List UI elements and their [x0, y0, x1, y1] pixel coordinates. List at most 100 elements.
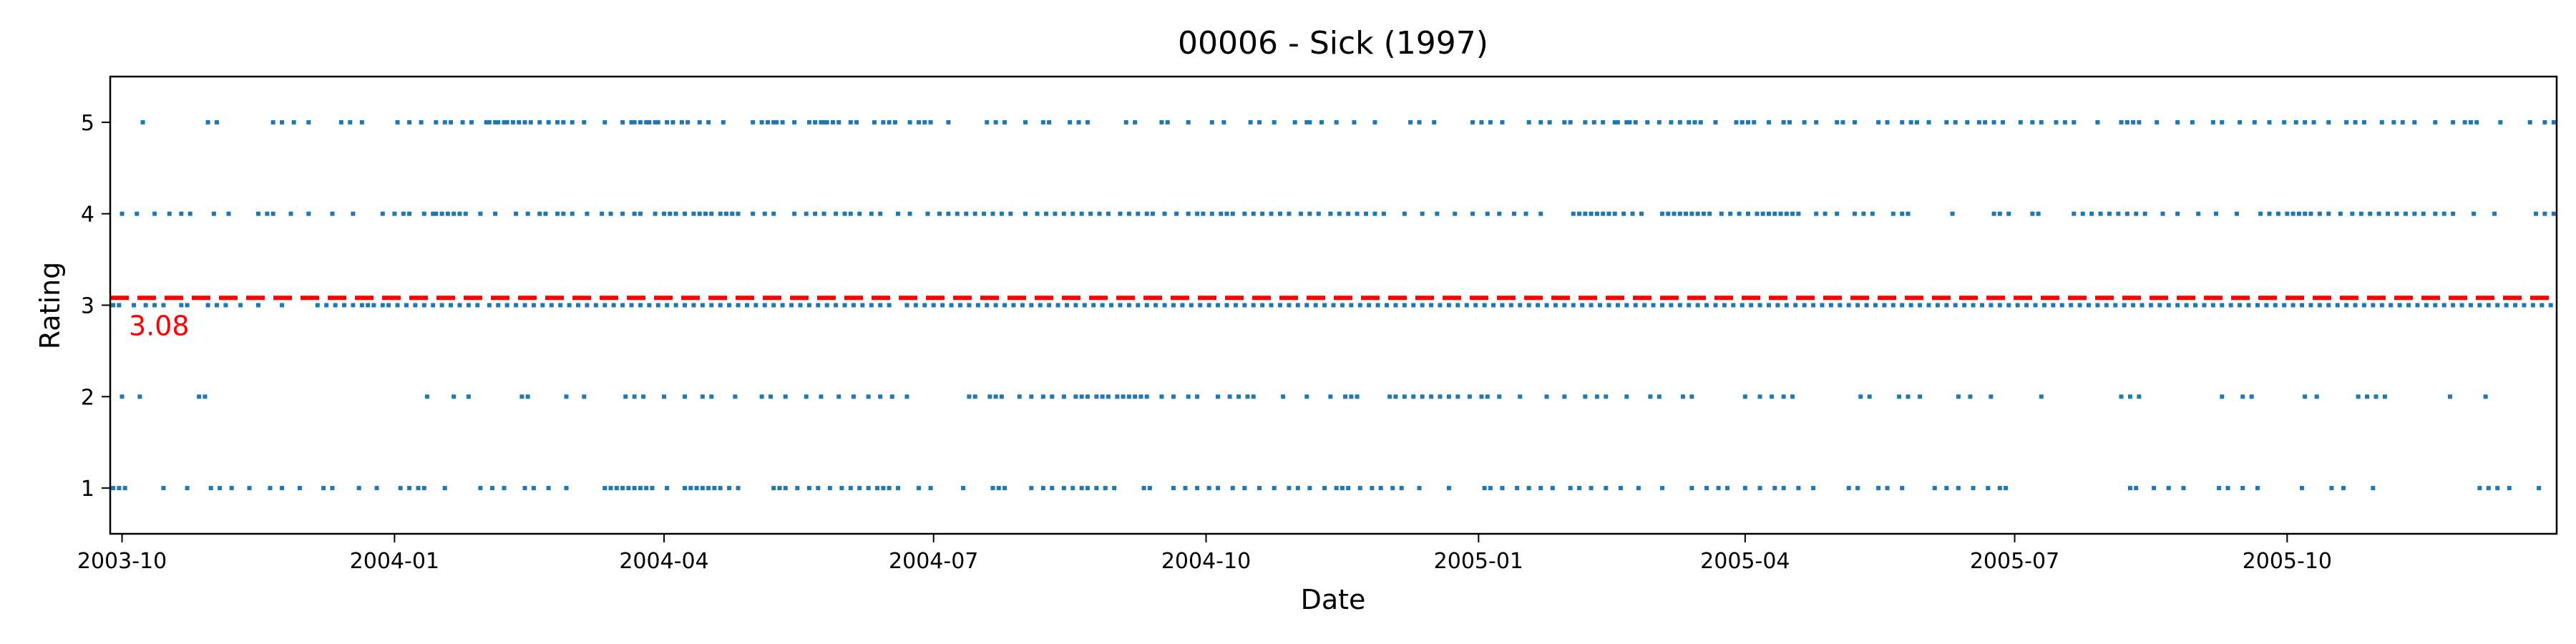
rating-point	[1853, 119, 1858, 125]
rating-point	[1144, 394, 1149, 399]
rating-point	[1040, 486, 1045, 491]
x-tick-label: 2005-04	[1700, 549, 1790, 574]
rating-point	[878, 303, 883, 308]
rating-point	[1784, 211, 1789, 216]
rating-point	[813, 211, 818, 216]
rating-point	[1470, 119, 1475, 125]
rating-point	[2124, 211, 2129, 216]
rating-point	[2166, 486, 2171, 491]
rating-point	[1402, 303, 1407, 308]
rating-point	[2400, 119, 2405, 125]
rating-point	[836, 119, 841, 125]
rating-point	[662, 211, 667, 216]
rating-point	[1085, 486, 1090, 491]
rating-point	[330, 486, 335, 491]
rating-point	[1144, 303, 1149, 308]
rating-point	[1224, 211, 1229, 216]
rating-point	[848, 211, 853, 216]
rating-point	[999, 211, 1004, 216]
rating-point	[2018, 119, 2023, 125]
rating-point	[602, 303, 608, 308]
rating-point	[946, 119, 951, 125]
rating-point	[330, 211, 335, 216]
rating-point	[896, 211, 901, 216]
rating-point	[1209, 119, 1214, 125]
rating-point	[1378, 486, 1383, 491]
rating-point	[2451, 119, 2456, 125]
rating-point	[2415, 303, 2420, 308]
rating-point	[1615, 303, 1620, 308]
rating-point	[2077, 303, 2082, 308]
rating-point	[2379, 303, 2384, 308]
rating-point	[1820, 303, 1825, 308]
rating-point	[1926, 303, 1931, 308]
rating-point	[1438, 303, 1443, 308]
rating-point	[736, 211, 741, 216]
x-tick-label: 2005-10	[2243, 549, 2332, 574]
rating-point	[359, 303, 364, 308]
rating-point	[1115, 394, 1120, 399]
rating-point	[709, 303, 714, 308]
rating-point	[688, 486, 693, 491]
rating-point	[356, 486, 361, 491]
rating-point	[1991, 119, 1996, 125]
rating-point	[1944, 486, 1949, 491]
rating-point	[398, 486, 403, 491]
rating-point	[2134, 486, 2139, 491]
rating-point	[762, 303, 767, 308]
rating-point	[570, 119, 575, 125]
rating-point	[1151, 211, 1156, 216]
rating-point	[2537, 486, 2542, 491]
rating-point	[1357, 486, 1362, 491]
rating-point	[2459, 303, 2464, 308]
rating-point	[1737, 211, 1742, 216]
rating-point	[2255, 303, 2260, 308]
rating-point	[1526, 486, 1531, 491]
rating-point	[1094, 486, 1099, 491]
rating-point	[1334, 486, 1339, 491]
rating-point	[1745, 211, 1750, 216]
rating-point	[1008, 211, 1013, 216]
rating-point	[1651, 303, 1656, 308]
rating-point	[1242, 211, 1247, 216]
rating-point	[449, 303, 454, 308]
rating-point	[1070, 486, 1075, 491]
rating-point	[854, 119, 859, 125]
rating-point	[789, 303, 794, 308]
rating-point	[1615, 119, 1620, 125]
rating-point	[1784, 303, 1789, 308]
rating-point	[460, 119, 465, 125]
rating-point	[2433, 303, 2438, 308]
rating-point	[967, 303, 972, 308]
rating-point	[2492, 211, 2497, 216]
rating-point	[1195, 211, 1200, 216]
rating-point	[2303, 394, 2308, 399]
rating-point	[2335, 303, 2340, 308]
rating-point	[665, 119, 670, 125]
rating-point	[2000, 119, 2005, 125]
rating-point	[1411, 303, 1416, 308]
rating-point	[1689, 486, 1694, 491]
rating-point	[1100, 303, 1105, 308]
rating-point	[1043, 211, 1048, 216]
rating-point	[2124, 119, 2129, 125]
rating-point	[1126, 394, 1131, 399]
rating-point	[238, 303, 243, 308]
rating-point	[564, 486, 569, 491]
rating-point	[2495, 303, 2500, 308]
rating-point	[1781, 119, 1786, 125]
rating-point	[2424, 303, 2429, 308]
rating-point	[1814, 211, 1819, 216]
rating-point	[848, 119, 853, 125]
rating-point	[1742, 394, 1747, 399]
rating-point	[2474, 119, 2479, 125]
rating-point	[1968, 394, 1973, 399]
rating-point	[1900, 303, 1905, 308]
y-tick-label: 5	[81, 111, 94, 136]
rating-point	[2329, 486, 2334, 491]
rating-point	[2495, 486, 2500, 491]
rating-point	[1906, 211, 1911, 216]
rating-point	[2368, 211, 2373, 216]
rating-point	[650, 486, 655, 491]
rating-point	[1236, 394, 1241, 399]
